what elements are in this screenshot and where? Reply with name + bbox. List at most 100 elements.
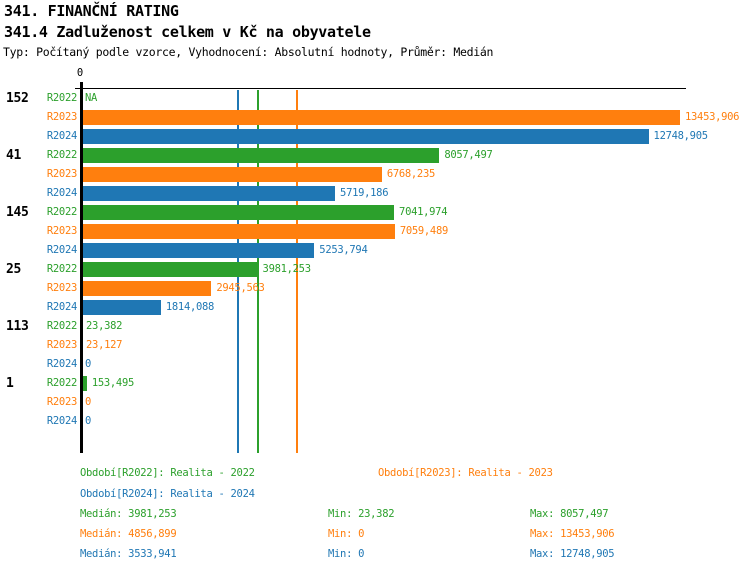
bar-row: R2024 5719,186 xyxy=(0,186,750,201)
legend-max-r2024: Max: 12748,905 xyxy=(530,548,615,560)
value-label: 0 xyxy=(85,415,92,427)
series-tick-label: R2024 xyxy=(46,187,77,199)
bar-r2023 xyxy=(80,281,212,296)
bar-r2022 xyxy=(80,262,258,277)
series-tick-label: R2022 xyxy=(46,377,77,389)
bar-row: 41 R2022 8057,497 xyxy=(0,148,750,163)
value-label: 0 xyxy=(85,396,92,408)
value-label: 13453,906 xyxy=(685,111,740,123)
bar-row: 25 R2022 3981,253 xyxy=(0,262,750,277)
legend-period-r2022: Období[R2022]: Realita - 2022 xyxy=(80,467,255,479)
series-tick-label: R2023 xyxy=(46,282,77,294)
bar-row: R2023 13453,906 xyxy=(0,110,750,125)
series-tick-label: R2023 xyxy=(46,111,77,123)
bar-group-152: 152 R2022 NA R2023 13453,906 R2024 12748,905 xyxy=(0,91,750,144)
legend-min-r2023: Min: 0 xyxy=(328,528,365,540)
value-label: NA xyxy=(85,92,98,104)
legend-max-r2022: Max: 8057,497 xyxy=(530,508,609,520)
bar-row: R2024 1814,088 xyxy=(0,300,750,315)
group-label: 1 xyxy=(6,376,14,391)
x-axis-line xyxy=(75,88,686,89)
bar-row: R2024 12748,905 xyxy=(0,129,750,144)
legend-median-r2023: Medián: 4856,899 xyxy=(80,528,177,540)
bar-r2024 xyxy=(80,186,336,201)
series-tick-label: R2022 xyxy=(46,92,77,104)
value-label: 3981,253 xyxy=(262,263,311,275)
series-tick-label: R2024 xyxy=(46,130,77,142)
chart-meta-line: Typ: Počítaný podle vzorce, Vyhodnocení:… xyxy=(3,45,494,59)
group-label: 152 xyxy=(6,91,29,106)
value-label: 23,127 xyxy=(86,339,123,351)
series-tick-label: R2024 xyxy=(46,415,77,427)
series-tick-label: R2022 xyxy=(46,320,77,332)
bar-row: R2023 7059,489 xyxy=(0,224,750,239)
value-label: 1814,088 xyxy=(165,301,215,313)
bar-r2023 xyxy=(80,224,395,239)
value-label: 12748,905 xyxy=(653,130,709,142)
bar-r2022 xyxy=(80,376,87,391)
median-line-r2022 xyxy=(256,90,259,453)
value-label: 7041,974 xyxy=(399,206,448,218)
group-label: 25 xyxy=(6,262,22,277)
bar-r2024 xyxy=(80,300,161,315)
series-tick-label: R2022 xyxy=(46,206,77,218)
bar-row: R2023 6768,235 xyxy=(0,167,750,182)
series-tick-label: R2022 xyxy=(46,263,77,275)
legend-min-r2024: Min: 0 xyxy=(328,548,365,560)
bar-row: R2023 23,127 xyxy=(0,338,750,353)
bar-row: 113 R2022 23,382 xyxy=(0,319,750,334)
value-label: 7059,489 xyxy=(399,225,449,237)
value-label: 153,495 xyxy=(91,377,134,389)
bar-group-113: 113 R2022 23,382 R2023 23,127 R2024 0 xyxy=(0,319,750,372)
value-label: 23,382 xyxy=(86,320,123,332)
group-label: 113 xyxy=(6,319,29,334)
bar-r2022 xyxy=(80,205,395,220)
median-line-r2023 xyxy=(295,90,298,453)
bar-r2022 xyxy=(80,148,440,163)
x-axis-zero-tick-label: 0 xyxy=(76,67,84,79)
legend-max-r2023: Max: 13453,906 xyxy=(530,528,615,540)
group-label: 41 xyxy=(6,148,22,163)
series-tick-label: R2023 xyxy=(46,225,77,237)
legend-period-r2024: Období[R2024]: Realita - 2024 xyxy=(80,488,255,500)
y-axis-line xyxy=(80,82,83,453)
value-label: 5253,794 xyxy=(319,244,368,256)
group-label: 145 xyxy=(6,205,29,220)
series-tick-label: R2023 xyxy=(46,168,77,180)
value-label: 8057,497 xyxy=(444,149,493,161)
legend-period-r2023: Období[R2023]: Realita - 2023 xyxy=(378,467,553,479)
bar-row: 1 R2022 153,495 xyxy=(0,376,750,391)
series-tick-label: R2024 xyxy=(46,301,77,313)
bar-row: R2024 0 xyxy=(0,357,750,372)
series-tick-label: R2023 xyxy=(46,339,77,351)
series-tick-label: R2023 xyxy=(46,396,77,408)
bar-r2024 xyxy=(80,129,649,144)
bar-row: 152 R2022 NA xyxy=(0,91,750,106)
series-tick-label: R2024 xyxy=(46,244,77,256)
plot-groups: 152 R2022 NA R2023 13453,906 R2024 12748,905 41… xyxy=(0,91,750,433)
page-title: 341. FINANČNÍ RATING xyxy=(4,2,179,20)
bar-row: R2023 2945,563 xyxy=(0,281,750,296)
bar-row: R2024 5253,794 xyxy=(0,243,750,258)
value-label: 0 xyxy=(85,358,92,370)
bar-group-41: 41 R2022 8057,497 R2023 6768,235 R2024 5719,18… xyxy=(0,148,750,201)
bar-row: R2024 0 xyxy=(0,414,750,429)
value-label: 5719,186 xyxy=(340,187,389,199)
bar-group-25: 25 R2022 3981,253 R2023 2945,563 R2024 1814,08… xyxy=(0,262,750,315)
legend-min-r2022: Min: 23,382 xyxy=(328,508,395,520)
legend-median-r2024: Medián: 3533,941 xyxy=(80,548,177,560)
bar-group-145: 145 R2022 7041,974 R2023 7059,489 R2024 5253,7… xyxy=(0,205,750,258)
series-tick-label: R2022 xyxy=(46,149,77,161)
chart-subtitle: 341.4 Zadluženost celkem v Kč na obyvate… xyxy=(4,23,371,41)
bar-r2023 xyxy=(80,110,680,125)
bar-r2023 xyxy=(80,167,382,182)
bar-group-1: 1 R2022 153,495 R2023 0 R2024 0 xyxy=(0,376,750,429)
value-label: 2945,563 xyxy=(216,282,265,294)
value-label: 6768,235 xyxy=(386,168,436,180)
bar-row: 145 R2022 7041,974 xyxy=(0,205,750,220)
series-tick-label: R2024 xyxy=(46,358,77,370)
bar-r2024 xyxy=(80,243,315,258)
legend-median-r2022: Medián: 3981,253 xyxy=(80,508,177,520)
bar-row: R2023 0 xyxy=(0,395,750,410)
